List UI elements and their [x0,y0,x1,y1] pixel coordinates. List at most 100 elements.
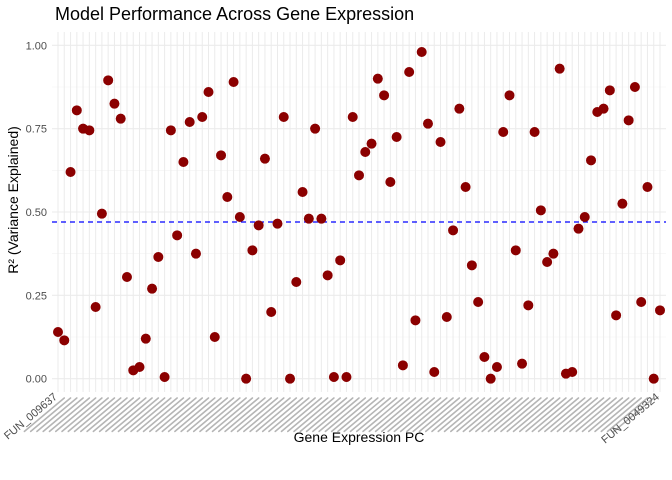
data-point [285,373,296,384]
x-tick-label-mark [362,397,404,433]
data-point [65,167,76,177]
x-tick-label-mark [161,397,204,433]
y-tick-label: 0.75 [26,124,47,136]
data-point [523,300,534,311]
data-point [397,360,408,371]
x-tick-label-mark [487,397,530,433]
data-point [473,297,484,307]
x-tick-label-mark [330,397,373,433]
x-tick-label-mark [36,397,78,433]
x-tick-label-mark [431,397,473,433]
data-points [53,47,665,384]
x-tick-label-mark [506,397,548,433]
y-tick-label: 0.00 [26,374,47,386]
data-point [366,138,377,149]
data-point [573,223,584,234]
x-tick-label-mark [111,397,153,433]
data-point [548,248,559,259]
x-tick-label-mark [211,397,254,433]
data-point [291,277,302,287]
data-point [586,155,597,166]
data-point [121,272,132,282]
x-tick-label-mark [142,397,185,433]
data-point [422,118,433,129]
x-tick-label-mark [261,397,304,433]
x-tick-label-mark [224,397,266,433]
x-tick-label-mark [337,397,379,433]
data-point [197,112,208,122]
x-tick-label-mark [443,397,486,433]
data-point [266,307,277,317]
x-tick-label-mark [98,397,141,433]
x-tick-label-mark [192,397,235,433]
data-point [247,245,258,256]
data-point [410,315,421,326]
x-tick-label-mark [418,397,461,433]
x-tick-label-mark [355,397,398,433]
x-tick-label-mark [186,397,229,433]
x-tick-label-mark [130,397,172,433]
x-tick-label-mark [343,397,385,433]
x-tick-label-mark [324,397,367,433]
x-tick-label-mark [475,397,517,433]
y-axis-ticks: 0.00 0.25 0.50 0.75 1.00 [26,40,47,385]
x-tick-label-mark [180,397,222,433]
data-point [297,187,308,197]
x-tick-label-mark [42,397,84,433]
x-tick-label-mark [450,397,492,433]
x-tick-label-mark [54,397,97,433]
data-point [567,367,578,377]
x-tick-label-mark [149,397,191,433]
data-point [385,177,396,187]
data-point [222,192,233,202]
data-point [303,213,314,224]
data-point [159,372,170,382]
data-point [517,358,528,369]
x-tick-label-mark [412,397,454,433]
data-point [617,198,628,209]
x-tick-label-mark [205,397,247,433]
x-tick-label-mark [500,397,542,433]
x-tick-label-mark [600,397,642,433]
data-point [648,373,659,384]
data-point [272,218,283,229]
data-point [310,123,321,134]
y-tick-label: 0.25 [26,290,47,302]
x-tick-label-mark [92,397,135,433]
x-tick-label-mark [73,397,116,433]
x-tick-label-mark [167,397,210,433]
x-tick-label-mark [519,397,561,433]
data-point [416,47,427,57]
x-tick-label-mark [531,397,574,433]
data-point [485,373,496,384]
data-point [253,220,264,231]
x-tick-label-mark [481,397,523,433]
data-point [115,113,126,124]
x-tick-label-mark [594,397,636,433]
x-axis-title: Gene Expression PC [294,429,425,445]
data-point [59,335,70,346]
data-point [360,147,371,157]
x-tick-label-mark [544,397,586,433]
gridlines [52,32,666,392]
x-tick-label-mark [67,397,109,433]
x-tick-label-mark [368,397,410,433]
data-point [429,367,440,377]
x-tick-label-mark [468,397,511,433]
data-point [140,333,151,344]
data-point [642,182,653,192]
data-point [498,127,509,137]
x-tick-label-mark [575,397,617,433]
data-point [147,283,158,294]
data-point [96,208,107,219]
x-tick-label-mark [280,397,323,433]
x-tick-label-mark [537,397,580,433]
data-point [404,67,415,77]
data-point [372,73,383,84]
x-tick-label-mark [29,397,72,433]
data-point [598,103,609,114]
data-point [441,312,452,322]
data-point [335,255,346,266]
x-tick-label-mark [274,397,316,433]
x-tick-label-mark [613,397,655,433]
